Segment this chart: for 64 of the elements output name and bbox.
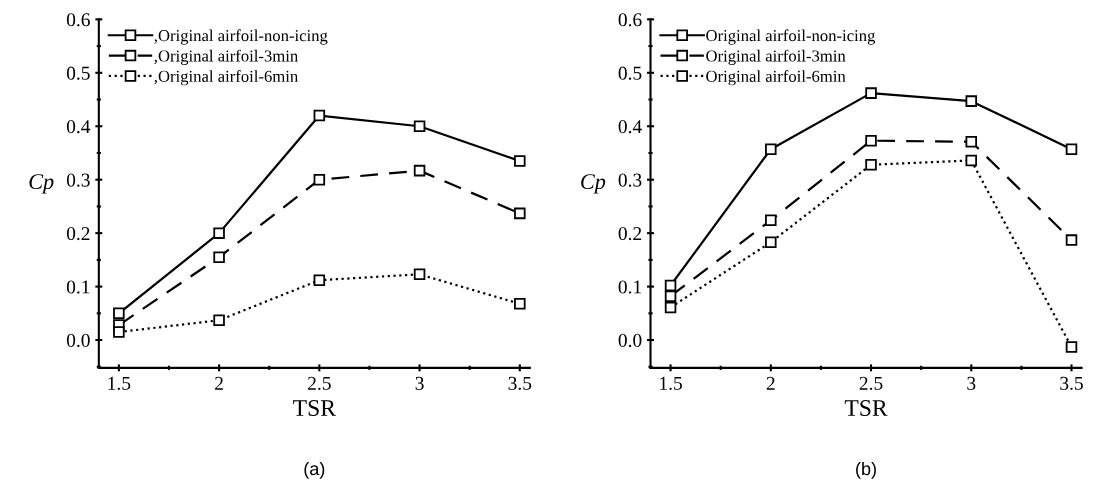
text: (b) <box>856 461 876 479</box>
y-tick-label: 0.4 <box>618 120 642 134</box>
point <box>313 109 326 122</box>
y-tick-label: 0.1 <box>618 280 642 294</box>
point <box>1065 143 1078 156</box>
x-tick-label: 2 <box>215 376 223 390</box>
point <box>965 135 978 148</box>
y-tick-label: 0.2 <box>618 226 642 241</box>
point <box>865 158 877 171</box>
y-tick-label: 0.2 <box>66 226 90 241</box>
point <box>514 297 526 310</box>
point <box>765 236 777 249</box>
point <box>765 143 777 156</box>
point <box>514 207 526 220</box>
point <box>113 307 125 320</box>
point <box>965 154 978 167</box>
x-tick-label: 3 <box>415 376 424 390</box>
legend-label: ,Original airfoil-3min <box>154 49 298 66</box>
point <box>765 214 777 227</box>
y-tick-label: 0.5 <box>618 66 642 80</box>
y-tick-label: 0.0 <box>618 333 642 348</box>
y-tick-label: 0.3 <box>618 173 642 187</box>
y-tick-label: 0.0 <box>66 333 90 348</box>
point <box>965 95 978 107</box>
legend-label: ,Original airfoil-6min <box>154 70 298 86</box>
point <box>213 227 225 239</box>
x-axis-title: TSR <box>844 400 888 416</box>
x-tick-label: 3 <box>967 376 976 390</box>
x-tick-label: 2.5 <box>859 376 883 390</box>
legend-label: Original airfoil-3min <box>706 49 846 66</box>
point <box>664 290 677 302</box>
y-tick-label: 0.3 <box>66 173 90 187</box>
point <box>413 120 426 133</box>
legend-label: Original airfoil-non-icing <box>706 29 876 45</box>
point <box>1065 341 1078 353</box>
y-tick-label: 0.4 <box>66 120 91 134</box>
x-tick-label: 3.5 <box>1060 376 1083 390</box>
y-axis-title: Cp <box>29 174 54 194</box>
point <box>113 326 125 338</box>
point <box>413 164 426 177</box>
point <box>313 173 326 186</box>
point <box>514 155 526 167</box>
x-tick-label: 1.5 <box>660 376 682 390</box>
x-axis-title: TSR <box>293 400 336 416</box>
point <box>213 314 225 327</box>
point <box>865 134 877 147</box>
y-tick-label: 0.6 <box>66 13 90 27</box>
y-tick-label: 0.5 <box>66 66 90 80</box>
point <box>413 268 426 281</box>
legend-label: ,Original airfoil-non-icing <box>154 29 328 45</box>
x-tick-label: 2.5 <box>308 376 331 390</box>
point <box>313 274 326 286</box>
y-tick-label: 0.6 <box>618 13 642 27</box>
y-tick-label: 0.1 <box>66 280 90 294</box>
x-tick-label: 2 <box>766 376 775 390</box>
point <box>664 301 677 314</box>
y-axis-title: Cp <box>581 174 606 194</box>
x-tick-label: 3.5 <box>508 376 532 390</box>
point <box>213 251 225 263</box>
text: (a) <box>304 461 325 479</box>
legend-label: Original airfoil-6min <box>706 70 846 86</box>
point <box>1065 234 1078 246</box>
x-tick-label: 1.5 <box>108 376 131 390</box>
point <box>865 87 877 99</box>
